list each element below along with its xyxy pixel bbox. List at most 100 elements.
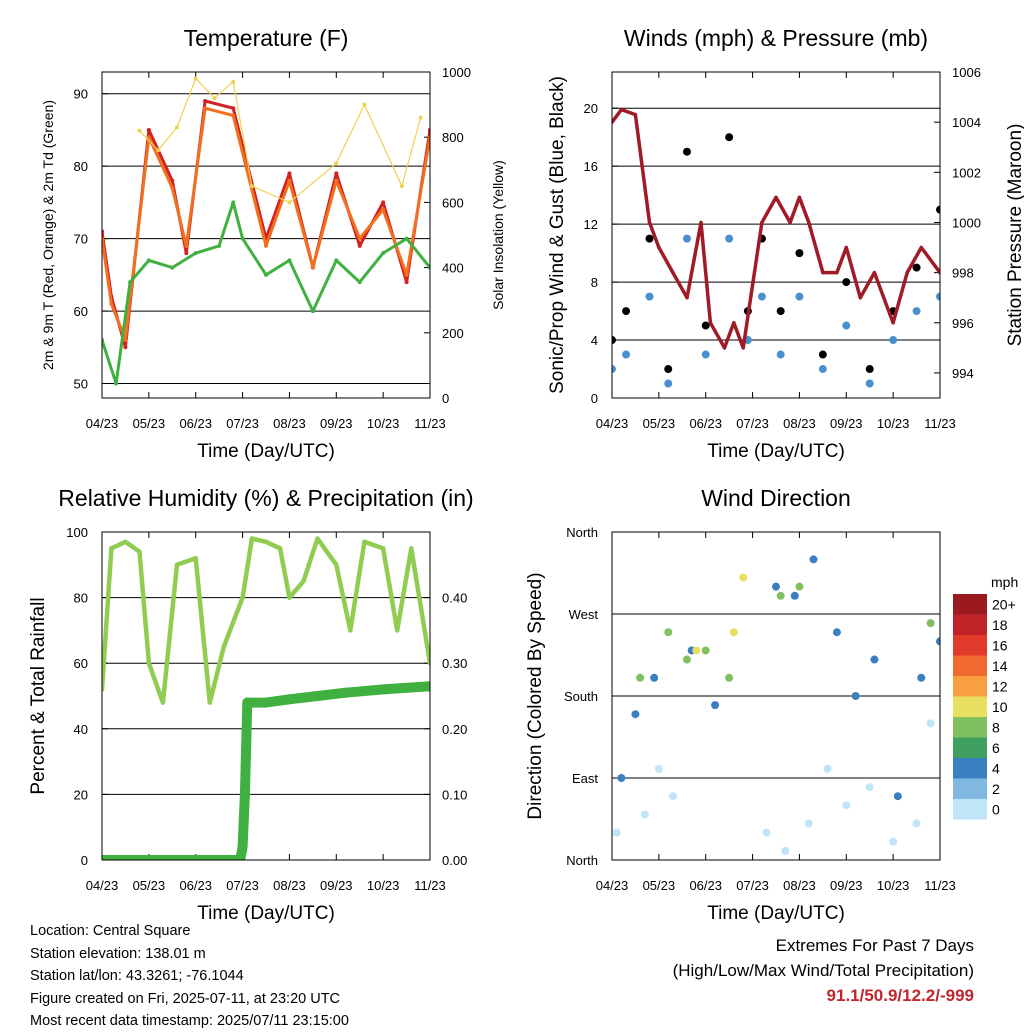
y2-tick-label: 600 — [442, 195, 464, 210]
y-tick-label: 40 — [74, 722, 88, 737]
y2-tick-label: 0.20 — [442, 722, 467, 737]
data-point — [790, 591, 799, 600]
y-tick-label: 0 — [81, 853, 88, 868]
data-point — [240, 236, 245, 241]
legend-label: 12 — [992, 678, 1008, 694]
x-tick-label: 05/23 — [643, 416, 676, 431]
data-point — [664, 379, 673, 388]
data-point — [235, 855, 246, 860]
y-tick-label: 20 — [584, 101, 598, 116]
data-point — [832, 628, 841, 637]
panel-title: Relative Humidity (%) & Precipitation (i… — [58, 485, 473, 511]
x-tick-label: 06/23 — [689, 878, 722, 893]
x-tick-label: 11/23 — [414, 878, 446, 893]
extremes-values: 91.1/50.9/12.2/-999 — [826, 986, 974, 1005]
series-line — [138, 77, 422, 203]
data-point — [905, 270, 909, 275]
data-point — [193, 555, 198, 561]
y-tick-label: 8 — [591, 275, 598, 290]
data-point — [612, 336, 616, 345]
data-point — [729, 628, 738, 637]
y2-tick-label: 1004 — [952, 115, 981, 130]
data-point — [788, 220, 792, 225]
data-point — [645, 292, 654, 301]
elevation-text: Station elevation: 138.01 m — [30, 945, 206, 962]
y-tick-label: North — [566, 525, 598, 540]
data-point — [193, 251, 198, 256]
data-point — [170, 185, 175, 190]
data-point — [287, 595, 292, 600]
data-point — [284, 694, 295, 705]
data-point — [725, 234, 734, 243]
data-point — [381, 207, 386, 212]
data-point — [310, 309, 315, 314]
series-line — [102, 200, 430, 385]
y2-tick-label: 0.30 — [442, 656, 467, 671]
y2-axis-label: Solar Insolation (Yellow) — [490, 160, 506, 310]
x-tick-label: 04/23 — [596, 416, 629, 431]
data-point — [612, 365, 616, 374]
data-point — [315, 536, 320, 541]
x-tick-label: 10/23 — [367, 416, 400, 431]
data-point — [701, 350, 710, 359]
data-point — [640, 810, 649, 819]
series-line — [612, 107, 940, 350]
y-axis-label: 2m & 9m T (Red, Orange) & 2m Td (Green) — [40, 100, 56, 370]
data-point — [357, 243, 362, 248]
x-tick-label: 06/23 — [689, 416, 722, 431]
data-point — [795, 292, 804, 301]
data-point — [174, 125, 179, 130]
y2-tick-label: 1000 — [442, 65, 471, 80]
data-point — [870, 655, 879, 664]
x-tick-label: 08/23 — [783, 416, 816, 431]
location-text: Location: Central Square — [30, 923, 191, 939]
panel-title: Winds (mph) & Pressure (mb) — [624, 25, 928, 51]
series-line — [102, 99, 430, 349]
legend-swatch — [953, 696, 987, 717]
data-point — [889, 837, 898, 846]
data-point — [334, 161, 339, 166]
x-tick-label: 08/23 — [273, 878, 306, 893]
data-point — [891, 321, 895, 325]
data-point — [231, 79, 236, 84]
legend-swatch — [953, 614, 987, 635]
data-point — [774, 195, 778, 200]
data-point — [636, 673, 645, 682]
data-point — [668, 792, 677, 801]
x-tick-label: 05/23 — [133, 878, 166, 893]
y2-tick-label: 200 — [442, 326, 464, 341]
data-point — [207, 700, 213, 705]
y-axis-label: Direction (Colored By Speed) — [525, 572, 546, 819]
data-point — [699, 220, 703, 225]
data-point — [399, 184, 404, 189]
legend-title: mph — [991, 574, 1018, 590]
data-point — [123, 338, 128, 343]
data-point — [664, 365, 673, 374]
series-line — [102, 681, 430, 860]
data-point — [340, 687, 351, 698]
data-point — [612, 828, 621, 837]
legend-swatch — [953, 778, 987, 799]
y2-tick-label: 0 — [442, 391, 449, 406]
y-tick-label: South — [564, 689, 598, 704]
data-point — [622, 350, 631, 359]
x-tick-label: 04/23 — [86, 416, 119, 431]
y-tick-label: 70 — [74, 232, 88, 247]
x-tick-label: 11/23 — [924, 416, 956, 431]
data-point — [795, 582, 804, 591]
legend-label: 18 — [992, 617, 1008, 633]
plot-frame — [611, 71, 941, 399]
legend-label: 8 — [992, 719, 1000, 735]
latlon-text: Station lat/lon: 43.3261; -76.1044 — [30, 968, 244, 984]
data-point — [682, 655, 691, 664]
data-point — [912, 307, 921, 316]
x-tick-label: 07/23 — [736, 416, 769, 431]
data-point — [427, 660, 430, 666]
extremes-box: Extremes For Past 7 Days (High/Low/Max W… — [673, 933, 974, 1008]
y-tick-label: 0 — [591, 391, 598, 406]
y-tick-label: 80 — [74, 591, 88, 606]
data-point — [685, 295, 689, 300]
data-point — [404, 236, 409, 241]
y2-tick-label: 0.10 — [442, 787, 467, 802]
y2-tick-label: 0.40 — [442, 591, 467, 606]
